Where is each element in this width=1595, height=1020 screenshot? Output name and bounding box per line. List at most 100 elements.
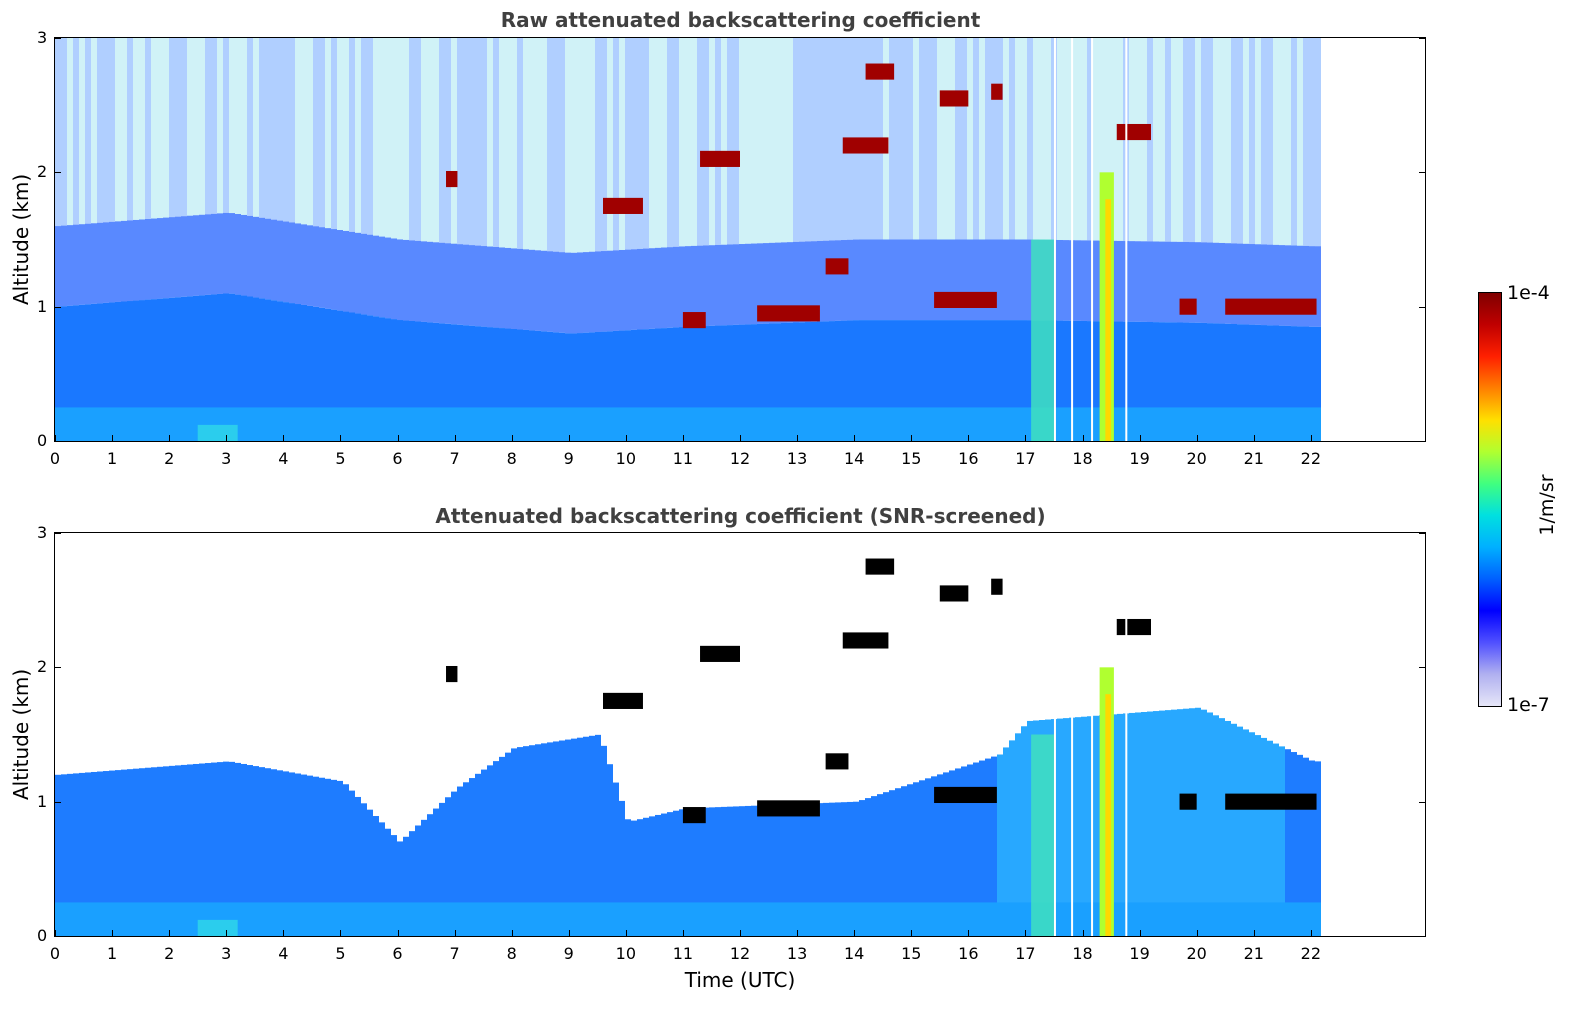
shaft-1: [1031, 734, 1054, 936]
mixed-layer-column: [421, 321, 427, 441]
noise-column: [1291, 38, 1297, 246]
surface-column: [445, 407, 451, 441]
bottom-ytick-mark: [55, 801, 61, 803]
screened-column: [781, 804, 787, 936]
surface-column: [307, 902, 313, 936]
screened-column: [211, 762, 217, 936]
mixed-layer-column: [67, 305, 73, 441]
mixed-layer-column: [631, 329, 637, 441]
bottom-ylabel: Altitude (km): [9, 668, 33, 800]
screened-column: [1129, 712, 1135, 936]
noise-column: [835, 38, 841, 241]
mixed-layer-column: [1141, 321, 1147, 441]
mixed-layer-column: [1285, 325, 1291, 441]
bottom-xtick-mark: [968, 930, 970, 936]
screened-column: [157, 766, 163, 936]
noise-column: [991, 38, 997, 240]
mixed-layer-column: [667, 327, 673, 441]
mixed-layer-column: [145, 299, 151, 441]
mixed-layer-column: [955, 320, 961, 441]
mixed-layer-column: [1207, 323, 1213, 441]
noise-column: [937, 38, 943, 240]
mixed-layer-column: [793, 322, 799, 441]
screened-column: [79, 772, 85, 936]
transition-column: [433, 242, 439, 323]
mixed-layer-column: [823, 321, 829, 441]
surface-column: [733, 902, 739, 936]
transition-column: [271, 219, 277, 301]
mixed-layer-column: [901, 320, 907, 441]
transition-column: [1117, 240, 1123, 322]
surface-column: [415, 902, 421, 936]
mixed-layer-column: [649, 328, 655, 441]
screened-column: [793, 804, 799, 936]
surface-column: [79, 902, 85, 936]
surface-column: [1111, 407, 1117, 441]
noise-column: [793, 38, 799, 242]
transition-column: [757, 243, 763, 324]
noise-column: [157, 38, 163, 219]
noise-column: [1033, 38, 1039, 240]
screened-column: [991, 756, 997, 936]
mixed-layer-column: [313, 306, 319, 441]
surface-column: [979, 902, 985, 936]
surface-column: [301, 407, 307, 441]
surface-column: [691, 407, 697, 441]
transition-column: [97, 222, 103, 304]
surface-column: [907, 902, 913, 936]
bottom-ytick-label: 2: [37, 657, 48, 677]
surface-column: [103, 902, 109, 936]
mixed-layer-column: [403, 320, 409, 441]
surface-column: [985, 407, 991, 441]
screened-column: [289, 772, 295, 936]
mixed-layer-column: [1303, 326, 1309, 441]
transition-column: [427, 241, 433, 323]
transition-column: [631, 249, 637, 330]
screened-column: [391, 835, 397, 936]
transition-column: [541, 250, 547, 332]
surface-column: [457, 902, 463, 936]
noise-column: [397, 38, 403, 240]
noise-column: [301, 38, 307, 225]
bottom-ytick-mark: [55, 667, 61, 669]
surface-column: [961, 902, 967, 936]
bottom-xtick-label: 17: [1015, 944, 1036, 963]
mixed-layer-column: [445, 323, 451, 441]
surface-column: [661, 902, 667, 936]
surface-column: [997, 902, 1003, 936]
bottom-xtick-mark: [340, 930, 342, 936]
screened-column: [499, 756, 505, 936]
screened-column: [175, 765, 181, 936]
mixed-layer-column: [463, 325, 469, 441]
mixed-layer-column: [853, 320, 859, 441]
noise-column: [1093, 38, 1099, 241]
mixed-layer-column: [223, 293, 229, 441]
mixed-layer-column: [1021, 320, 1027, 441]
transition-column: [721, 244, 727, 326]
surface-column: [583, 407, 589, 441]
surface-column: [925, 902, 931, 936]
mixed-layer-column: [739, 324, 745, 441]
bottom-ytick-label: 1: [37, 791, 48, 811]
screened-column: [967, 764, 973, 936]
noise-column: [571, 38, 577, 253]
top-xtick-mark: [397, 435, 399, 441]
mixed-layer-column: [355, 313, 361, 441]
bottom-ytick-mark: [55, 936, 61, 937]
surface-column: [403, 902, 409, 936]
noise-column: [739, 38, 745, 245]
transition-column: [1255, 244, 1261, 325]
screened-column: [67, 773, 73, 936]
surface-column: [1261, 407, 1267, 441]
transition-column: [469, 245, 475, 326]
noise-column: [673, 38, 679, 247]
transition-column: [67, 225, 73, 306]
mixed-layer-column: [289, 303, 295, 441]
noise-column: [1267, 38, 1273, 245]
top-xtick-label: 14: [843, 449, 865, 468]
screened-column: [883, 792, 889, 936]
bottom-xtick-label: 18: [1072, 944, 1093, 963]
screened-column: [715, 807, 721, 936]
surface-column: [871, 407, 877, 441]
mixed-layer-column: [751, 324, 757, 441]
